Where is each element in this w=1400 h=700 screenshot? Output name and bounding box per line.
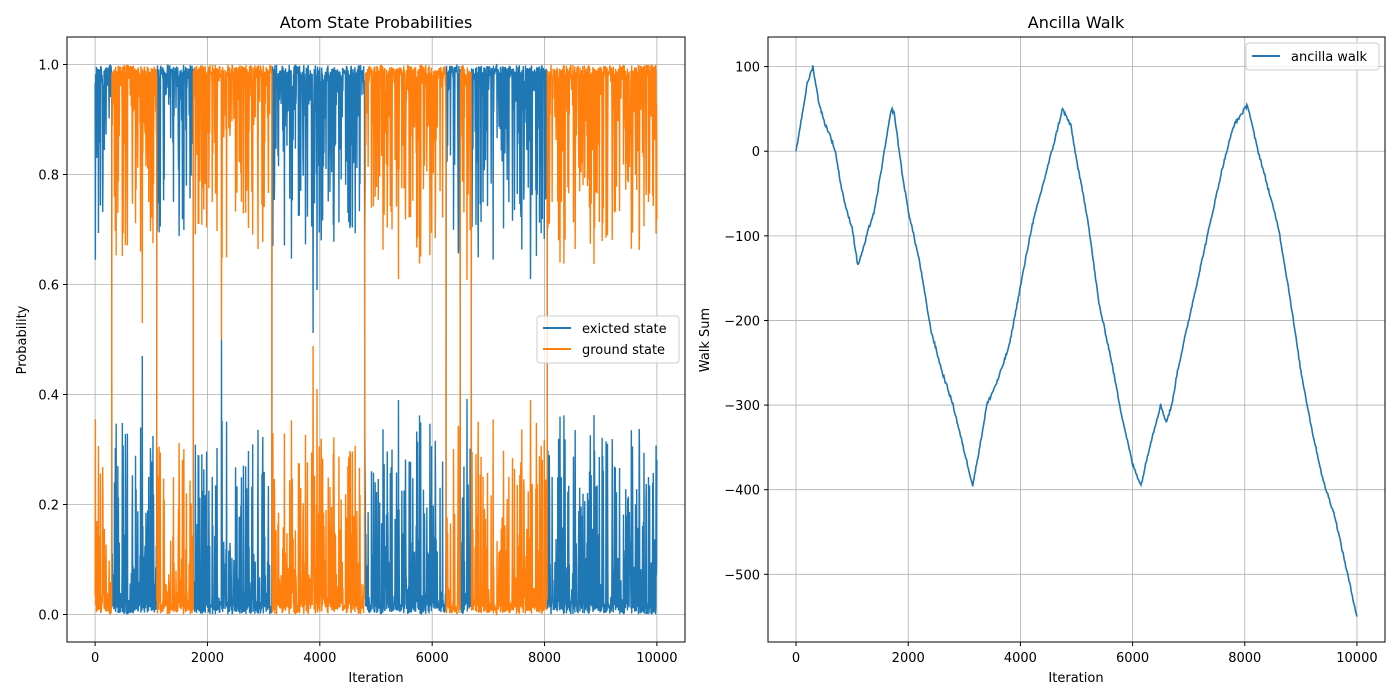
y-axis-ticks: 100 0 −100 −200 −300 −400 −500 bbox=[724, 61, 768, 583]
legend-box bbox=[536, 315, 680, 364]
y-tick-label: −200 bbox=[724, 314, 760, 329]
x-tick-label: 2000 bbox=[892, 651, 925, 666]
y-tick-label: 0.6 bbox=[38, 279, 59, 294]
x-axis-ticks: 0 2000 4000 6000 8000 10000 bbox=[91, 642, 678, 666]
legend-label-ancilla-walk: ancilla walk bbox=[1291, 50, 1367, 65]
y-tick-label: −400 bbox=[724, 484, 760, 499]
y-tick-label: 0.8 bbox=[38, 169, 59, 184]
y-tick-label: 0 bbox=[752, 145, 760, 160]
x-tick-label: 6000 bbox=[416, 651, 449, 666]
x-axis-ticks: 0 2000 4000 6000 8000 10000 bbox=[792, 642, 1378, 666]
plot-frame bbox=[66, 36, 686, 643]
series-line-exicted-state bbox=[94, 63, 658, 616]
legend-label-exicted-state: exicted state bbox=[582, 322, 667, 337]
ancilla-walk-chart: 0 2000 4000 6000 8000 10000 100 0 −100 −200 −300 −… bbox=[698, 13, 1386, 686]
x-tick-label: 4000 bbox=[1004, 651, 1037, 666]
legend: exicted state ground state bbox=[536, 315, 680, 364]
legend-box bbox=[1245, 42, 1380, 71]
series-area bbox=[94, 63, 658, 616]
y-axis-ticks: 0.0 0.2 0.4 0.6 0.8 1.0 bbox=[38, 59, 67, 624]
legend-label-ground-state: ground state bbox=[582, 343, 665, 358]
y-tick-label: −100 bbox=[724, 230, 760, 245]
chart-title: Ancilla Walk bbox=[1028, 13, 1125, 32]
x-tick-label: 2000 bbox=[191, 651, 224, 666]
x-tick-label: 6000 bbox=[1116, 651, 1149, 666]
grid bbox=[768, 37, 1385, 642]
x-axis-label: Iteration bbox=[348, 671, 403, 686]
y-axis-label: Walk Sum bbox=[698, 308, 713, 372]
legend: ancilla walk bbox=[1245, 42, 1380, 71]
series-area bbox=[795, 65, 1358, 617]
atom-probabilities-chart: 0 2000 4000 6000 8000 10000 0.0 0.2 0.4 0.6 0.8 1.… bbox=[15, 13, 686, 686]
x-tick-label: 4000 bbox=[303, 651, 336, 666]
series-line-ancilla-walk bbox=[795, 65, 1358, 617]
y-tick-label: −500 bbox=[724, 568, 760, 583]
y-axis-label: Probability bbox=[15, 305, 30, 374]
x-tick-label: 8000 bbox=[1228, 651, 1261, 666]
y-tick-label: −300 bbox=[724, 399, 760, 414]
x-tick-label: 8000 bbox=[528, 651, 561, 666]
series-line-ground-state bbox=[94, 63, 658, 616]
y-tick-label: 1.0 bbox=[38, 59, 59, 74]
x-tick-label: 0 bbox=[792, 651, 800, 666]
x-axis-label: Iteration bbox=[1048, 671, 1103, 686]
plot-frame bbox=[767, 36, 1386, 643]
chart-title: Atom State Probabilities bbox=[280, 13, 473, 32]
y-tick-label: 0.2 bbox=[38, 499, 59, 514]
x-tick-label: 0 bbox=[91, 651, 99, 666]
y-tick-label: 100 bbox=[735, 61, 760, 76]
x-tick-label: 10000 bbox=[636, 651, 677, 666]
y-tick-label: 0.0 bbox=[38, 609, 59, 624]
y-tick-label: 0.4 bbox=[38, 389, 59, 404]
x-tick-label: 10000 bbox=[1336, 651, 1377, 666]
